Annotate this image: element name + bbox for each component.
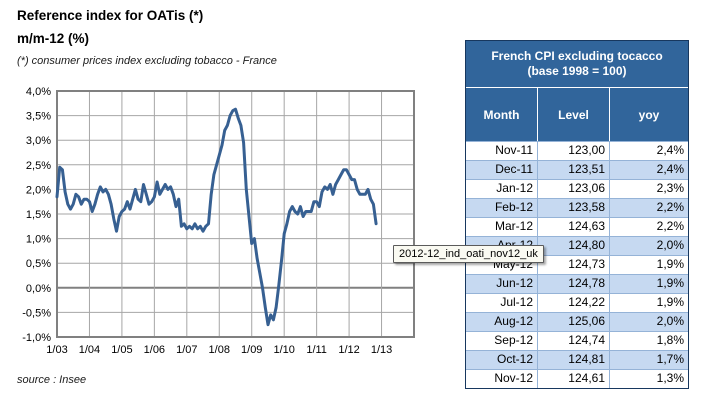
x-tick-label: 1/13	[371, 344, 392, 356]
level-cell: 124,74	[538, 332, 610, 350]
y-tick-label: 3,5%	[26, 111, 51, 123]
y-tick-label: 2,5%	[26, 160, 51, 172]
table-row: Oct-12 124,81 1,7%	[466, 350, 688, 369]
col-header-yoy: yoy	[638, 107, 660, 122]
y-tick-label: 1,0%	[26, 234, 51, 246]
x-tick-label: 1/11	[306, 344, 327, 356]
table-title: French CPI excluding tocacco (base 1998 …	[466, 41, 688, 88]
plot-border	[56, 90, 415, 338]
cpi-chart: 4,0% 3,5% 3,0% 2,5% 2,0% 1,5% 1,0% 0,5% 0,0% -0,5…	[22, 86, 415, 356]
yoy-cell: 1,9%	[656, 295, 684, 309]
yoy-cell: 2,2%	[656, 200, 684, 214]
level-cell: 123,58	[538, 199, 610, 217]
chart-footnote: (*) consumer prices index excluding toba…	[17, 55, 277, 67]
page-title: Reference index for OATis (*)	[17, 8, 204, 23]
yoy-cell: 2,0%	[656, 238, 684, 252]
level-cell: 124,61	[538, 370, 610, 388]
level-cell: 123,51	[538, 161, 610, 179]
month-cell: Jun-12	[466, 275, 538, 293]
yoy-cell: 2,4%	[656, 162, 684, 176]
month-cell: Sep-12	[466, 332, 538, 350]
month-cell: Nov-11	[466, 142, 538, 160]
table-row: Dec-11 123,51 2,4%	[466, 160, 688, 179]
table-row: Mar-12 124,63 2,2%	[466, 217, 688, 236]
month-cell: Nov-12	[466, 370, 538, 388]
table-row: Jun-12 124,78 1,9%	[466, 274, 688, 293]
table-row: Jul-12 124,22 1,9%	[466, 293, 688, 312]
y-tick-label: 0,5%	[26, 258, 51, 270]
x-tick-label: 1/05	[111, 344, 132, 356]
level-cell: 124,63	[538, 218, 610, 236]
x-tick-label: 1/08	[209, 344, 230, 356]
table-row: Nov-12 124,61 1,3%	[466, 369, 688, 388]
month-cell: Jan-12	[466, 180, 538, 198]
month-cell: Feb-12	[466, 199, 538, 217]
level-cell: 124,80	[538, 237, 610, 255]
y-tick-label: 0,0%	[26, 283, 51, 295]
x-tick-label: 1/12	[338, 344, 359, 356]
month-cell: Oct-12	[466, 351, 538, 369]
yoy-cell: 1,3%	[656, 371, 684, 385]
x-tick-label: 1/03	[46, 344, 67, 356]
y-tick-label: 1,5%	[26, 209, 51, 221]
level-cell: 123,06	[538, 180, 610, 198]
yoy-cell: 1,8%	[656, 333, 684, 347]
yoy-cell: 2,3%	[656, 181, 684, 195]
level-cell: 123,00	[538, 142, 610, 160]
cpi-table: French CPI excluding tocacco (base 1998 …	[465, 40, 689, 389]
yoy-cell: 1,9%	[656, 257, 684, 271]
table-row: Jan-12 123,06 2,3%	[466, 179, 688, 198]
filename-tooltip: 2012-12_ind_oati_nov12_uk	[393, 245, 544, 263]
col-header-level: Level	[538, 88, 610, 141]
table-title-line2: (base 1998 = 100)	[527, 64, 627, 78]
table-row: Nov-11 123,00 2,4%	[466, 141, 688, 160]
y-tick-label: 4,0%	[26, 86, 51, 98]
table-column-headers: Month Level yoy	[466, 88, 688, 141]
chart-area: 4,0% 3,5% 3,0% 2,5% 2,0% 1,5% 1,0% 0,5% 0,0% -0,5…	[18, 86, 450, 372]
level-cell: 124,73	[538, 256, 610, 274]
y-tick-label: -0,5%	[22, 307, 51, 319]
month-cell: Dec-11	[466, 161, 538, 179]
source-note: source : Insee	[17, 374, 87, 386]
y-tick-label: 2,0%	[26, 184, 51, 196]
month-cell: Mar-12	[466, 218, 538, 236]
cpi-table-body: Nov-11 123,00 2,4% Dec-11 123,51 2,4% Jan-12 12…	[466, 141, 688, 388]
x-tick-label: 1/06	[144, 344, 165, 356]
level-cell: 124,22	[538, 294, 610, 312]
level-cell: 125,06	[538, 313, 610, 331]
col-header-month: Month	[466, 88, 538, 141]
yoy-cell: 2,2%	[656, 219, 684, 233]
yoy-cell: 1,7%	[656, 352, 684, 366]
table-title-line1: French CPI excluding tocacco	[491, 49, 663, 63]
y-tick-label: -1,0%	[22, 332, 51, 344]
level-cell: 124,81	[538, 351, 610, 369]
month-cell: Jul-12	[466, 294, 538, 312]
table-row: Feb-12 123,58 2,2%	[466, 198, 688, 217]
chart-line	[55, 107, 378, 327]
yoy-cell: 2,0%	[656, 314, 684, 328]
yoy-cell: 1,9%	[656, 276, 684, 290]
month-cell: Aug-12	[466, 313, 538, 331]
table-row: Sep-12 124,74 1,8%	[466, 331, 688, 350]
yoy-cell: 2,4%	[656, 143, 684, 157]
table-row: Aug-12 125,06 2,0%	[466, 312, 688, 331]
level-cell: 124,78	[538, 275, 610, 293]
table-header: French CPI excluding tocacco (base 1998 …	[466, 41, 688, 141]
y-tick-label: 3,0%	[26, 135, 51, 147]
x-tick-label: 1/10	[273, 344, 294, 356]
x-tick-label: 1/04	[79, 344, 100, 356]
x-tick-label: 1/07	[176, 344, 197, 356]
chart-subtitle: m/m-12 (%)	[17, 31, 90, 46]
x-tick-label: 1/09	[241, 344, 262, 356]
